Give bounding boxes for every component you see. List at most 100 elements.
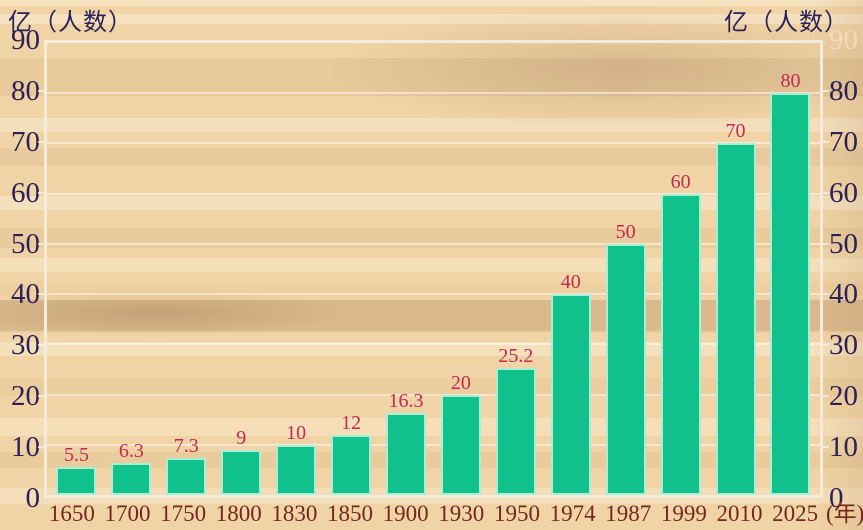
bar-group-1930: 20 bbox=[433, 372, 488, 495]
bar bbox=[440, 395, 481, 495]
gridline bbox=[47, 92, 820, 95]
bar-value-label: 60 bbox=[670, 171, 691, 193]
bar-group-1974: 40 bbox=[543, 271, 598, 495]
x-axis-labels: 1650 1700 1750 1800 1830 1850 1900 1930 1950 1974… bbox=[44, 501, 823, 527]
bar-value-label: 12 bbox=[341, 412, 362, 434]
axis-tick bbox=[823, 293, 829, 295]
axis-tick bbox=[38, 243, 44, 245]
y-axis-label-right: 60 bbox=[829, 177, 858, 209]
bar-group-1650: 5.5 bbox=[49, 444, 104, 495]
x-axis-label-1650: 1650 bbox=[48, 501, 95, 526]
gridline bbox=[47, 242, 820, 245]
gridline bbox=[47, 293, 820, 296]
y-axis-unit-label-right: 亿（人数） bbox=[724, 10, 849, 36]
gridline bbox=[47, 443, 820, 446]
axis-tick bbox=[38, 446, 44, 448]
x-axis-label-2010: 2010 bbox=[716, 501, 763, 526]
axis-tick bbox=[38, 141, 44, 143]
axis-tick bbox=[823, 90, 829, 92]
x-axis-label-1850: 1850 bbox=[327, 501, 374, 526]
x-axis-label-1900: 1900 bbox=[382, 501, 429, 526]
bar-value-label: 20 bbox=[450, 372, 471, 394]
gridline bbox=[47, 142, 820, 145]
bar bbox=[276, 445, 317, 495]
bar bbox=[331, 435, 372, 495]
bar-value-label: 80 bbox=[780, 70, 801, 92]
axis-tick bbox=[823, 395, 829, 397]
y-axis-label-left: 40 bbox=[11, 278, 40, 310]
bar-group-1850: 12 bbox=[324, 412, 379, 495]
bar-group-1950: 25.2 bbox=[488, 345, 543, 495]
y-axis-label-left: 0 bbox=[25, 482, 41, 514]
y-axis-label-right: 50 bbox=[829, 228, 858, 260]
bar-value-label: 6.3 bbox=[118, 440, 144, 462]
gridline bbox=[47, 343, 820, 346]
bar bbox=[495, 368, 536, 495]
x-axis-label-1987: 1987 bbox=[605, 501, 652, 526]
bar-value-label: 5.5 bbox=[63, 444, 89, 466]
axis-tick bbox=[38, 293, 44, 295]
y-axis-label-right: 20 bbox=[829, 380, 858, 412]
x-axis-label-2025: 2025 bbox=[772, 501, 819, 526]
y-axis-label-right: 0 bbox=[829, 482, 844, 514]
x-axis-label-1830: 1830 bbox=[271, 501, 318, 526]
bar bbox=[385, 413, 426, 495]
y-axis-label-left: 60 bbox=[11, 177, 40, 209]
bar bbox=[715, 143, 756, 495]
x-axis-label-1974: 1974 bbox=[549, 501, 596, 526]
x-axis-label-1930: 1930 bbox=[438, 501, 485, 526]
y-axis-label-left: 20 bbox=[11, 380, 40, 412]
y-axis-label-left: 30 bbox=[11, 329, 40, 361]
axis-tick bbox=[38, 192, 44, 194]
bar-value-label: 7.3 bbox=[173, 435, 199, 457]
y-axis-label-left: 50 bbox=[11, 228, 40, 260]
y-axis-label-right: 70 bbox=[829, 126, 858, 158]
bar bbox=[56, 467, 97, 495]
bar-group-1750: 7.3 bbox=[159, 435, 214, 495]
axis-tick bbox=[38, 344, 44, 346]
bar bbox=[111, 463, 152, 495]
bar bbox=[550, 294, 591, 495]
bar-group-1900: 16.3 bbox=[379, 390, 434, 495]
bar-value-label: 9 bbox=[236, 427, 247, 449]
x-axis-unit-suffix: (年) bbox=[826, 501, 863, 526]
y-axis-label-right: 90 bbox=[829, 24, 858, 56]
x-axis-label-1999: 1999 bbox=[660, 501, 707, 526]
x-axis-label-1750: 1750 bbox=[160, 501, 207, 526]
y-axis-label-right: 10 bbox=[829, 431, 858, 463]
bar-group-1999: 60 bbox=[653, 171, 708, 495]
bar bbox=[660, 194, 701, 495]
bar-group-1700: 6.3 bbox=[104, 440, 159, 495]
bar-group-1830: 10 bbox=[269, 422, 324, 495]
x-axis-label-1950: 1950 bbox=[493, 501, 540, 526]
axis-tick bbox=[38, 395, 44, 397]
y-axis-label-right: 80 bbox=[829, 75, 858, 107]
bar-group-1800: 9 bbox=[214, 427, 269, 495]
bar bbox=[605, 244, 646, 495]
x-axis-label-1800: 1800 bbox=[215, 501, 262, 526]
plot-area: 5.5 6.3 7.3 9 10 12 16.3 20 25.2 40 50 60 70 80 bbox=[44, 40, 823, 498]
y-axis-label-right: 30 bbox=[829, 329, 858, 361]
bar-value-label: 10 bbox=[286, 422, 307, 444]
bar bbox=[770, 93, 811, 495]
axis-tick bbox=[38, 90, 44, 92]
axis-tick bbox=[823, 446, 829, 448]
bar-group-2025: 80 bbox=[763, 70, 818, 495]
bar-value-label: 50 bbox=[615, 221, 636, 243]
axis-tick bbox=[823, 192, 829, 194]
y-axis-label-left: 90 bbox=[11, 24, 40, 56]
bar bbox=[221, 450, 262, 495]
axis-tick bbox=[823, 243, 829, 245]
bar-group-2010: 70 bbox=[708, 120, 763, 495]
bar-value-label: 70 bbox=[725, 120, 746, 142]
gridline bbox=[47, 192, 820, 195]
bar-group-1987: 50 bbox=[598, 221, 653, 495]
bar-value-label: 25.2 bbox=[498, 345, 534, 367]
y-axis-unit-label-left: 亿（人数） bbox=[8, 10, 133, 36]
bars-layer: 5.5 6.3 7.3 9 10 12 16.3 20 25.2 40 50 60 70 80 bbox=[47, 43, 820, 495]
x-axis-label-1700: 1700 bbox=[104, 501, 151, 526]
bar-value-label: 16.3 bbox=[388, 390, 424, 412]
y-axis-label-left: 10 bbox=[11, 431, 40, 463]
y-axis-label-left: 70 bbox=[11, 126, 40, 158]
